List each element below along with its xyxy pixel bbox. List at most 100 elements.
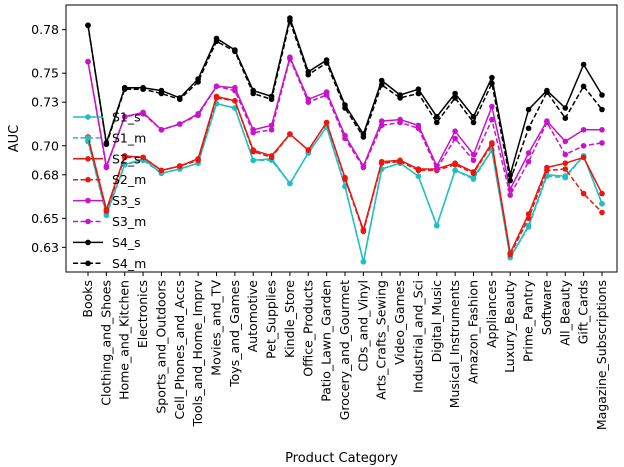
data-point <box>599 190 605 197</box>
data-point <box>489 116 495 123</box>
data-point <box>305 99 312 105</box>
legend-entry: S3_m <box>73 214 146 229</box>
data-point <box>599 201 605 207</box>
legend-label: S1_s <box>112 110 141 125</box>
x-tick-label: Kindle_Store <box>282 280 297 358</box>
legend-entry: S3_s <box>73 193 141 208</box>
data-point <box>434 113 440 120</box>
data-point <box>140 154 146 161</box>
data-point <box>232 98 238 104</box>
data-point <box>360 134 367 140</box>
data-point <box>378 160 385 166</box>
series-line <box>87 56 603 198</box>
x-tick-label: All_Beauty <box>557 279 572 345</box>
data-point <box>489 141 495 148</box>
data-point <box>489 103 495 110</box>
data-point <box>452 167 458 174</box>
data-point <box>323 92 330 98</box>
x-tick-label: CDs_and_Vinyl <box>355 280 370 371</box>
data-point <box>213 38 220 45</box>
legend-marker <box>85 135 91 141</box>
legend-marker <box>85 197 91 204</box>
x-tick-label: Prime_Pantry <box>521 279 536 362</box>
data-point <box>415 167 422 174</box>
data-point <box>562 160 569 166</box>
data-point <box>507 177 513 184</box>
data-point <box>232 87 238 94</box>
data-point <box>158 90 165 97</box>
data-point <box>121 154 128 161</box>
data-point <box>415 86 422 92</box>
data-point <box>580 190 587 197</box>
data-point <box>195 157 201 164</box>
data-point <box>507 192 513 198</box>
data-point <box>470 119 477 126</box>
data-point <box>305 147 312 153</box>
data-point <box>378 77 385 84</box>
legend-marker <box>85 218 91 225</box>
data-point <box>580 154 587 161</box>
legend: S1_s S1_m S2_s S2_m S3_s S3_m S4_s S4_m <box>73 110 146 271</box>
data-point <box>268 154 275 161</box>
data-point <box>562 166 569 172</box>
data-point <box>378 122 385 129</box>
data-point <box>525 150 532 156</box>
data-point <box>287 18 293 24</box>
x-tick-label: Clothing_and_Shoes <box>98 280 113 406</box>
data-point <box>103 212 110 219</box>
x-tick-label: Pet_Supplies <box>264 280 279 359</box>
x-tick-label: Toys_and_Games <box>227 280 242 388</box>
legend-marker <box>85 260 91 267</box>
data-point <box>121 161 128 168</box>
legend-label: S1_m <box>112 130 146 145</box>
data-point <box>599 127 605 133</box>
data-point <box>434 166 440 172</box>
data-point <box>323 119 330 126</box>
data-point <box>305 71 312 78</box>
data-point <box>452 161 458 168</box>
data-point <box>378 82 385 88</box>
data-point <box>103 164 110 171</box>
legend-label: S4_m <box>112 256 146 271</box>
data-point <box>525 224 532 230</box>
data-point <box>562 115 569 121</box>
data-point <box>452 128 458 134</box>
series-line <box>87 102 603 262</box>
x-tick-label: Magazine_Subscriptions <box>594 280 609 430</box>
x-tick-label: Video_Games <box>392 280 407 365</box>
x-tick-label: Sports_and_Outdoors <box>153 280 168 414</box>
data-point <box>415 90 422 97</box>
plot-frame <box>65 4 618 273</box>
data-point <box>470 157 477 164</box>
data-point <box>562 151 569 158</box>
data-point <box>250 157 256 164</box>
data-point <box>158 167 165 174</box>
x-tick-label: Electronics <box>135 280 150 348</box>
legend-marker <box>85 114 91 120</box>
data-point <box>323 60 330 66</box>
data-point <box>599 106 605 113</box>
x-tick-label: Grocery_and_Gourmet <box>337 280 352 420</box>
data-point <box>470 170 477 177</box>
data-point <box>434 222 440 229</box>
data-point <box>580 83 587 90</box>
data-point <box>562 105 569 111</box>
data-point <box>525 215 532 222</box>
data-point <box>452 90 458 97</box>
data-point <box>489 74 495 81</box>
legend-label: S3_s <box>112 193 141 208</box>
x-tick-label: Automotive <box>245 280 260 353</box>
legend-label: S2_m <box>112 172 146 187</box>
data-point <box>415 125 422 132</box>
data-point <box>544 89 550 95</box>
y-tick-label: 0.63 <box>31 240 59 255</box>
data-point <box>397 95 403 101</box>
y-tick-label: 0.78 <box>31 22 59 37</box>
x-tick-label: Home_and_Kitchen <box>117 280 132 400</box>
y-tick-label: 0.68 <box>31 167 59 182</box>
x-tick-label: Digital_Music <box>429 280 444 362</box>
data-point <box>580 61 587 68</box>
data-point <box>360 228 367 235</box>
x-tick-label: Office_Products <box>300 280 315 377</box>
data-point <box>580 143 587 149</box>
